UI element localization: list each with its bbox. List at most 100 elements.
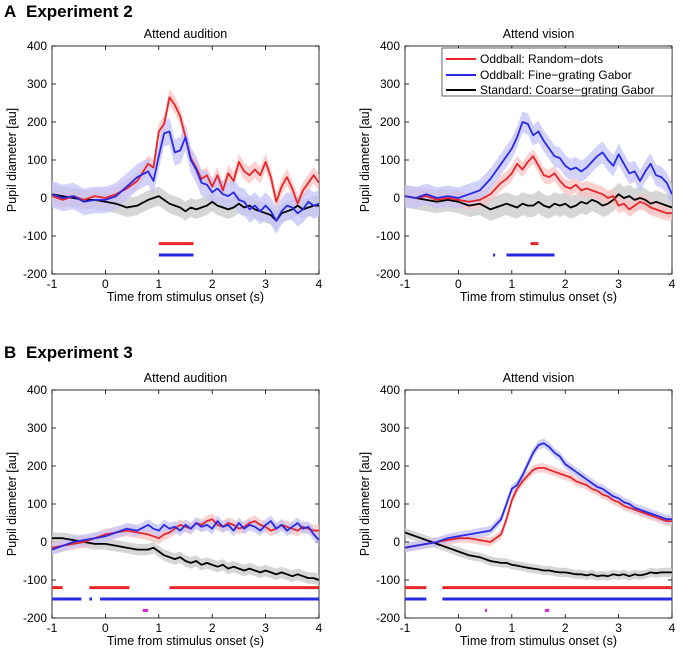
section-b-header: B Experiment 3: [4, 343, 133, 362]
series-line-oddball-fine-gabor: [405, 442, 672, 549]
plot-data: [52, 88, 319, 257]
y-axis-label: Pupil diameter [au]: [358, 452, 372, 556]
legend-label-coarse-gabor: Standard: Coarse−grating Gabor: [480, 83, 654, 97]
x-axis-label: Time from stimulus onset (s): [107, 290, 264, 304]
x-axis-label: Time from stimulus onset (s): [460, 634, 617, 648]
x-tick-label: 4: [669, 277, 676, 291]
series-line-oddball-random-dots: [405, 466, 672, 549]
series-line-oddball-fine-gabor: [52, 520, 319, 551]
y-tick-label: -100: [23, 229, 47, 243]
y-tick-label: -100: [23, 573, 47, 587]
y-tick-label: 200: [380, 115, 400, 129]
x-tick-label: 2: [209, 277, 216, 291]
x-tick-label: 3: [262, 621, 269, 635]
series-line-standard-coarse-gabor: [52, 193, 319, 222]
x-tick-label: 1: [155, 621, 162, 635]
x-tick-label: 4: [316, 277, 323, 291]
y-tick-label: 100: [27, 153, 47, 167]
y-tick-label: 300: [380, 77, 400, 91]
section-a-title: Experiment 2: [26, 2, 133, 21]
x-tick-label: 1: [155, 277, 162, 291]
chart-title: Attend audition: [144, 27, 227, 41]
x-tick-label: 4: [669, 621, 676, 635]
chart-title: Attend audition: [144, 371, 227, 385]
plot-data: [52, 513, 319, 612]
x-tick-label: 2: [562, 621, 569, 635]
y-axis-label: Pupil diameter [au]: [5, 452, 19, 556]
section-a-header: A Experiment 2: [4, 2, 133, 21]
y-tick-label: 400: [380, 383, 400, 397]
chart-exp3-attend-audition: Attend audition -200 -100 0 100 200 300 400 -1 0 1…: [5, 371, 323, 648]
chart-exp2-attend-vision: Attend vision -200 -100 0 100 200 300 400 -1 0 1 2 3…: [358, 27, 676, 304]
x-tick-label: 0: [102, 621, 109, 635]
y-tick-label: 0: [40, 191, 47, 205]
x-tick-label: -1: [400, 277, 411, 291]
y-tick-label: 400: [27, 39, 47, 53]
y-tick-label: -200: [23, 611, 47, 625]
x-tick-label: 4: [316, 621, 323, 635]
y-tick-label: 200: [380, 459, 400, 473]
y-tick-label: -200: [376, 611, 400, 625]
y-axis-label: Pupil diameter [au]: [358, 108, 372, 212]
section-b-title: Experiment 3: [26, 343, 133, 362]
x-tick-label: 2: [209, 621, 216, 635]
y-tick-label: -200: [23, 267, 47, 281]
legend: Oddball: Random−dots Oddball: Fine−grati…: [441, 47, 673, 97]
y-tick-label: 0: [393, 191, 400, 205]
x-axis-label: Time from stimulus onset (s): [460, 290, 617, 304]
y-tick-label: 300: [27, 421, 47, 435]
y-tick-label: 200: [27, 115, 47, 129]
y-tick-label: -100: [376, 229, 400, 243]
x-tick-label: 0: [455, 621, 462, 635]
y-tick-label: -200: [376, 267, 400, 281]
x-tick-label: 1: [508, 277, 515, 291]
series-line-oddball-random-dots: [52, 96, 319, 205]
sem-band-oddball-fine-gabor: [405, 438, 672, 553]
y-tick-label: 100: [380, 497, 400, 511]
y-tick-label: -100: [376, 573, 400, 587]
x-tick-label: 3: [262, 277, 269, 291]
series-line-standard-coarse-gabor: [405, 531, 672, 578]
y-tick-label: 400: [27, 383, 47, 397]
legend-label-random-dots: Oddball: Random−dots: [480, 52, 603, 66]
y-tick-label: 200: [27, 459, 47, 473]
chart-title: Attend vision: [503, 27, 575, 41]
plot-frame: [51, 389, 320, 619]
series-line-standard-coarse-gabor: [52, 537, 319, 581]
chart-exp2-attend-audition: Attend audition -200 -100 0 100 200 300 400 -1 0 1…: [5, 27, 323, 304]
y-tick-label: 400: [380, 39, 400, 53]
plot-data: [405, 438, 672, 612]
y-axis-label: Pupil diameter [au]: [5, 108, 19, 212]
legend-label-fine-gabor: Oddball: Fine−grating Gabor: [480, 68, 632, 82]
y-tick-label: 300: [380, 421, 400, 435]
plot-frame: [51, 45, 320, 275]
x-tick-label: 0: [102, 277, 109, 291]
plot-data: [405, 111, 672, 257]
y-tick-label: 300: [27, 77, 47, 91]
x-tick-label: 2: [562, 277, 569, 291]
legend-box: [441, 47, 673, 97]
x-tick-label: -1: [47, 621, 58, 635]
chart-title: Attend vision: [503, 371, 575, 385]
x-tick-label: 3: [615, 277, 622, 291]
sem-band-oddball-fine-gabor: [405, 111, 672, 209]
series-line-standard-coarse-gabor: [405, 193, 672, 211]
series-line-oddball-random-dots: [405, 155, 672, 215]
x-tick-label: -1: [400, 621, 411, 635]
x-tick-label: 1: [508, 621, 515, 635]
x-tick-label: -1: [47, 277, 58, 291]
x-axis-label: Time from stimulus onset (s): [107, 634, 264, 648]
y-tick-label: 0: [40, 535, 47, 549]
section-a-letter: A: [4, 2, 16, 21]
series-line-oddball-fine-gabor: [52, 130, 319, 222]
x-tick-label: 0: [455, 277, 462, 291]
series-line-oddball-fine-gabor: [405, 121, 672, 199]
y-tick-label: 0: [393, 535, 400, 549]
y-tick-label: 100: [27, 497, 47, 511]
y-tick-label: 100: [380, 153, 400, 167]
x-tick-label: 3: [615, 621, 622, 635]
chart-exp3-attend-vision: Attend vision -200 -100 0 100 200 300 400 -1 0 1 2 3…: [358, 371, 676, 648]
sem-band-oddball-fine-gabor: [52, 515, 319, 556]
section-b-letter: B: [4, 343, 16, 362]
